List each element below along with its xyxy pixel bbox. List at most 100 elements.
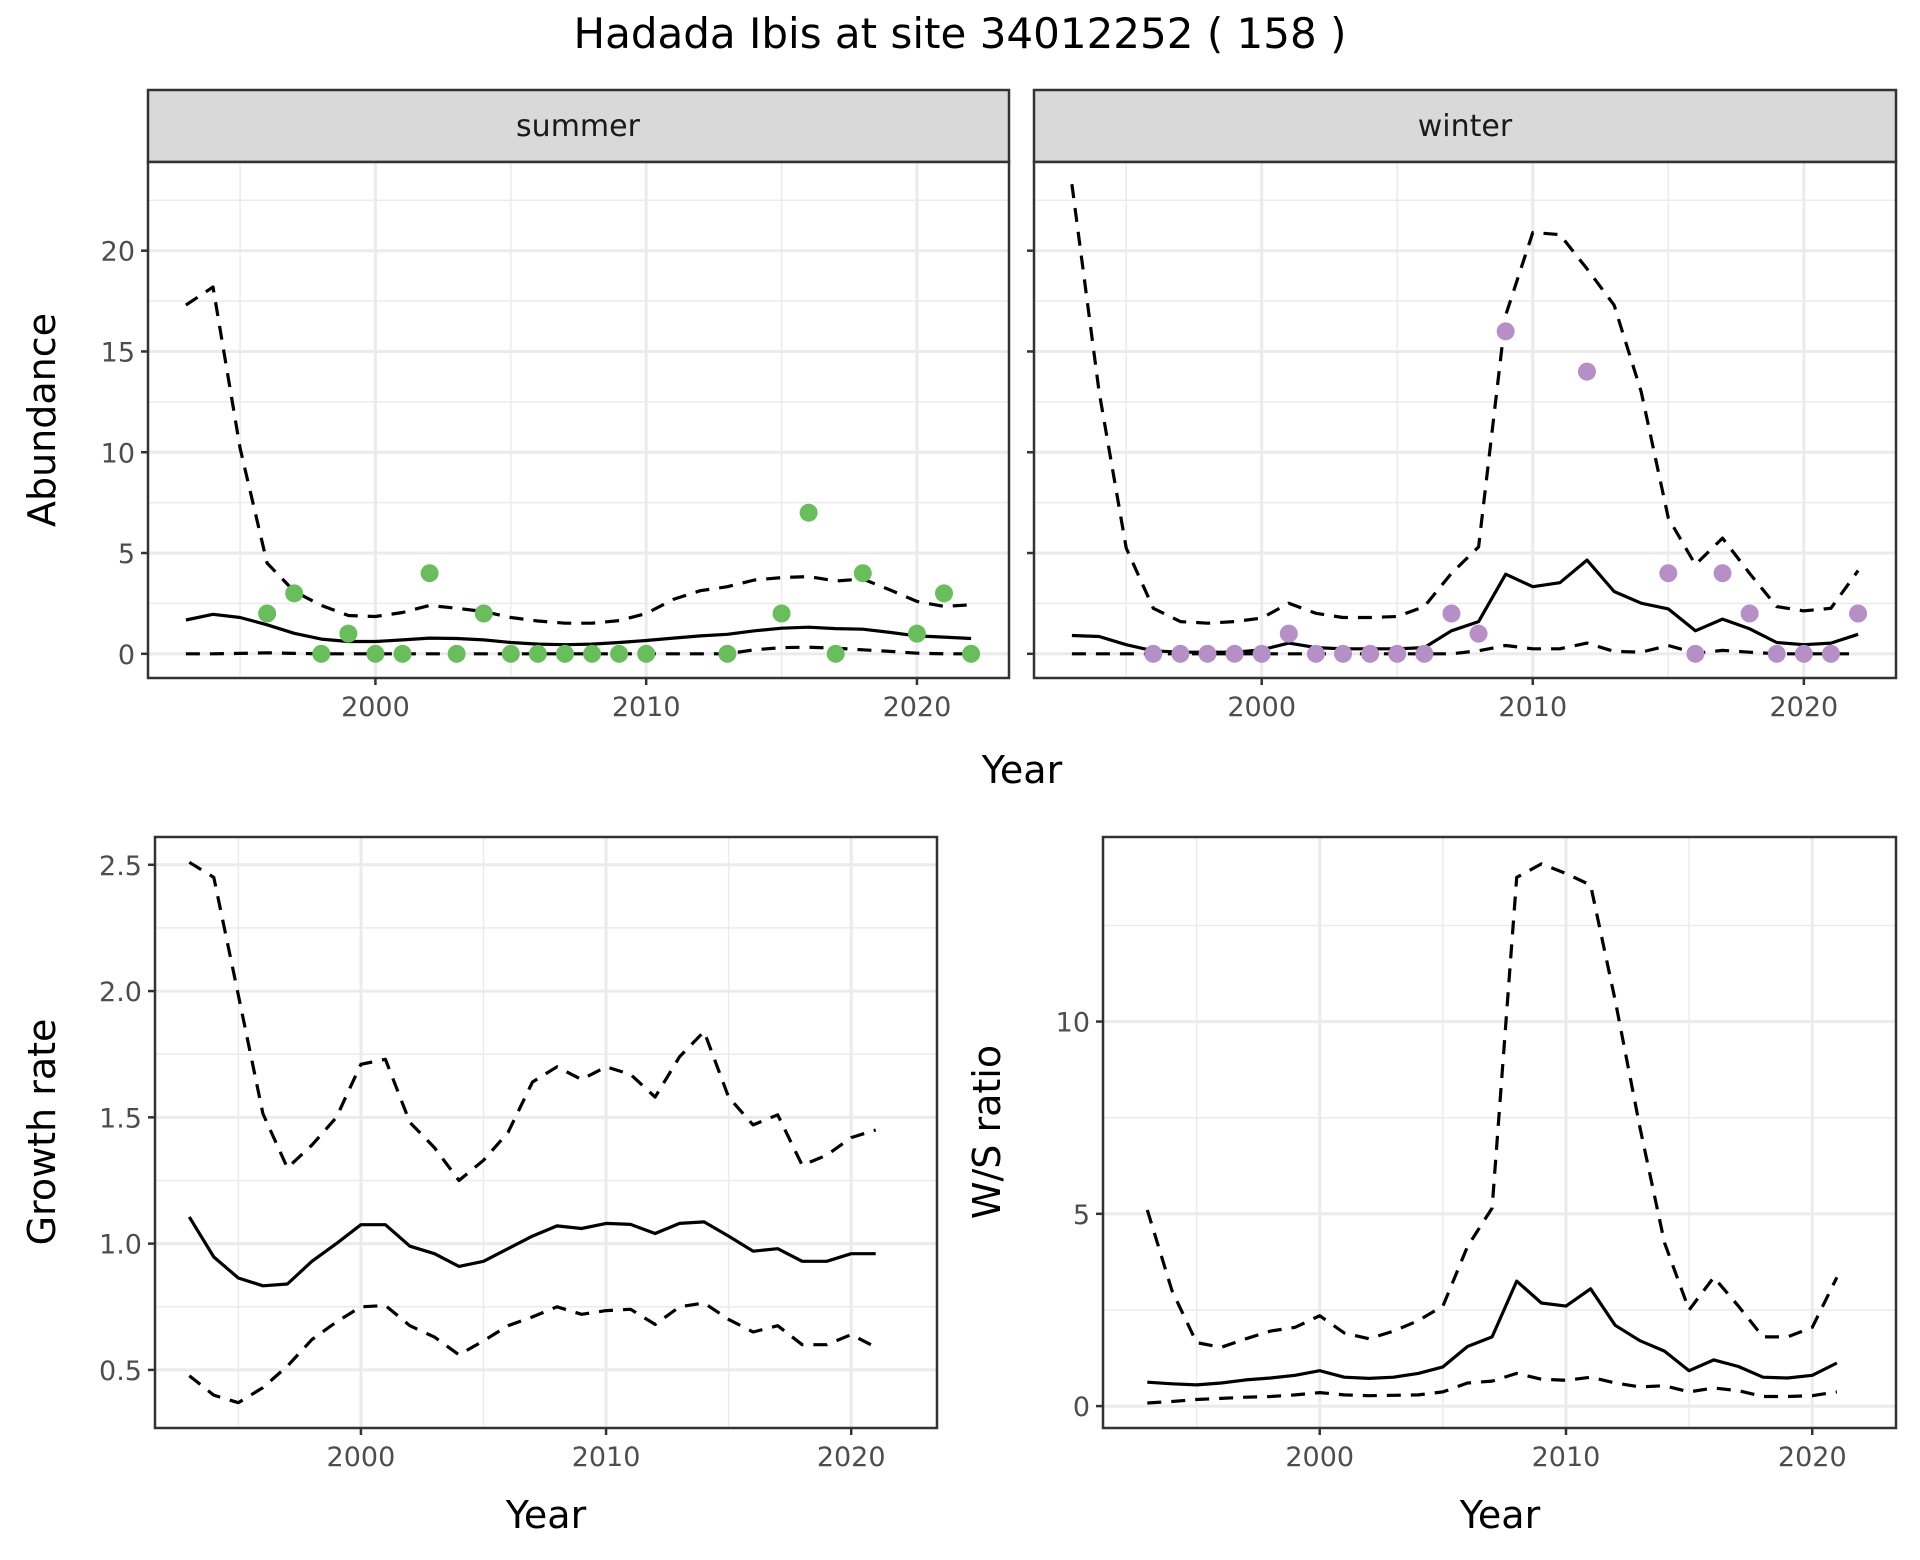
growth-y-tick-label: 2.5 (99, 851, 142, 882)
summer-observed-point (339, 624, 358, 643)
summer-observed-point (799, 503, 818, 522)
summer-y-tick-label: 0 (118, 640, 135, 671)
ws-plot-background (1103, 837, 1896, 1428)
winter-observed-point (1306, 644, 1325, 663)
winter-panel-border (1032, 160, 1898, 680)
summer-observed-point (772, 604, 791, 623)
summer-observed-point (610, 644, 629, 663)
winter-observed-point (1144, 644, 1163, 663)
abundance-y-axis-title: Abundance (20, 313, 64, 527)
summer-panel-border (146, 160, 1011, 680)
chart-title: Hadada Ibis at site 34012252 ( 158 ) (574, 9, 1347, 58)
panel-ws-ratio: 2000 2010 2020 0 5 10 (1056, 835, 1898, 1473)
ws-y-tick-label: 0 (1073, 1392, 1090, 1423)
ws-panel-border (1101, 835, 1898, 1430)
growth-x-tick-label: 2020 (817, 1442, 886, 1473)
winter-observed-point (1713, 564, 1732, 583)
growth-y-tick-label: 2.0 (99, 977, 142, 1008)
summer-observed-point (285, 584, 304, 603)
facet-label-winter: winter (1418, 109, 1513, 144)
summer-observed-point (555, 644, 574, 663)
facet-strip-summer: summer (146, 88, 1011, 164)
ws-y-axis-title: W/S ratio (965, 1045, 1009, 1219)
winter-observed-point (1740, 604, 1759, 623)
panel-winter-abundance: 2000 2010 2020 (1027, 160, 1898, 723)
growth-x-axis-title: Year (505, 1493, 587, 1537)
summer-observed-point (853, 564, 872, 583)
winter-observed-point (1659, 564, 1678, 583)
growth-y-tick-label: 1.5 (99, 1103, 142, 1134)
summer-observed-point (312, 644, 331, 663)
winter-observed-point (1388, 644, 1407, 663)
ws-line-lower (1147, 1371, 1838, 1405)
growth-line-estimate (187, 1216, 876, 1288)
summer-observed-point (420, 564, 439, 583)
summer-observed-point (907, 624, 926, 643)
winter-observed-point (1469, 624, 1488, 643)
summer-observed-point (474, 604, 493, 623)
summer-line-upper (185, 285, 972, 625)
ws-y-tick-label: 5 (1073, 1200, 1090, 1231)
summer-observed-point (718, 644, 737, 663)
summer-observed-point (637, 644, 656, 663)
winter-observed-point (1279, 624, 1298, 643)
winter-x-tick-label: 2000 (1227, 692, 1296, 723)
winter-observed-point (1361, 644, 1380, 663)
growth-line-lower (188, 1301, 877, 1405)
winter-observed-point (1496, 322, 1515, 341)
winter-observed-point (1171, 644, 1190, 663)
winter-x-tick-label: 2010 (1498, 692, 1567, 723)
summer-observed-point (447, 644, 466, 663)
summer-y-tick-label: 10 (101, 438, 135, 469)
growth-y-axis-title: Growth rate (20, 1019, 64, 1246)
ws-x-tick-label: 2020 (1778, 1442, 1847, 1473)
summer-line-estimate (185, 612, 972, 647)
summer-plot-background (148, 162, 1009, 678)
growth-x-tick-label: 2010 (572, 1442, 641, 1473)
ws-y-tick-label: 10 (1056, 1008, 1090, 1039)
summer-y-tick-label: 20 (101, 237, 135, 268)
ws-x-tick-label: 2010 (1532, 1442, 1601, 1473)
winter-observed-point (1821, 644, 1840, 663)
winter-line-upper (1070, 183, 1860, 625)
summer-observed-point (935, 584, 954, 603)
summer-observed-point (962, 644, 981, 663)
summer-observed-point (393, 644, 412, 663)
growth-plot-background (155, 837, 937, 1428)
summer-x-tick-label: 2010 (612, 692, 681, 723)
summer-observed-point (826, 644, 845, 663)
summer-observed-point (258, 604, 277, 623)
growth-line-upper (188, 860, 877, 1183)
panel-growth-rate: 2000 2010 2020 0.5 1.0 1.5 2.0 2.5 (99, 835, 939, 1473)
ws-line-upper (1145, 862, 1839, 1349)
summer-x-tick-label: 2020 (883, 692, 952, 723)
winter-observed-point (1686, 644, 1705, 663)
winter-observed-point (1334, 644, 1353, 663)
summer-observed-point (528, 644, 547, 663)
growth-panel-border (153, 835, 939, 1430)
summer-observed-point (366, 644, 385, 663)
facet-strip-winter: winter (1032, 88, 1898, 164)
ws-x-tick-label: 2000 (1285, 1442, 1354, 1473)
summer-observed-point (583, 644, 602, 663)
winter-observed-point (1794, 644, 1813, 663)
growth-y-tick-label: 0.5 (99, 1356, 142, 1387)
growth-x-tick-label: 2000 (327, 1442, 396, 1473)
winter-observed-point (1767, 644, 1786, 663)
winter-observed-point (1252, 644, 1271, 663)
winter-observed-point (1442, 604, 1461, 623)
summer-y-tick-label: 5 (118, 539, 135, 570)
panel-summer-abundance: 2000 2010 2020 0 5 10 15 20 (101, 160, 1011, 723)
summer-x-tick-label: 2000 (341, 692, 410, 723)
winter-x-tick-label: 2020 (1769, 692, 1838, 723)
winter-observed-point (1225, 644, 1244, 663)
growth-y-tick-label: 1.0 (99, 1230, 142, 1261)
ws-line-estimate (1147, 1279, 1838, 1387)
facet-label-summer: summer (516, 109, 641, 144)
winter-observed-point (1849, 604, 1868, 623)
ws-x-axis-title: Year (1459, 1493, 1541, 1537)
summer-y-tick-label: 15 (101, 337, 135, 368)
summer-observed-point (501, 644, 520, 663)
abundance-x-axis-title: Year (981, 748, 1063, 792)
